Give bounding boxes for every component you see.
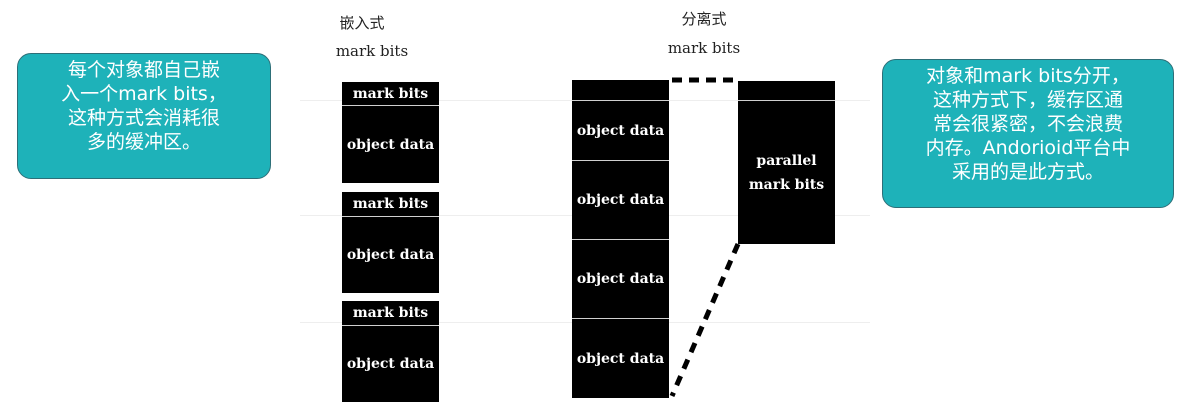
- separate-top-cap: [572, 80, 669, 100]
- parallel-top-cap: [738, 81, 835, 100]
- embedded-object-data-1: object data: [342, 105, 439, 183]
- left-note-callout: 每个对象都自己嵌 入一个mark bits， 这种方式会消耗很 多的缓冲区。: [17, 53, 271, 179]
- embedded-mark-bits-2: mark bits: [342, 192, 439, 216]
- bottom-connector: [669, 243, 741, 397]
- embedded-mark-bits-1: mark bits: [342, 82, 439, 105]
- embedded-subtitle: mark bits: [335, 42, 409, 60]
- embedded-mark-bits-3: mark bits: [342, 301, 439, 325]
- embedded-object-data-2: object data: [342, 216, 439, 293]
- separate-object-data-3: object data: [572, 239, 669, 318]
- embedded-title: 嵌入式: [339, 14, 385, 32]
- separate-title: 分离式: [681, 10, 727, 28]
- separate-subtitle: mark bits: [667, 39, 741, 57]
- separate-object-data-2: object data: [572, 160, 669, 239]
- parallel-mark-bits: parallel mark bits: [738, 100, 835, 244]
- separate-object-data-4: object data: [572, 318, 669, 398]
- right-note-callout: 对象和mark bits分开， 这种方式下，缓存区通 常会很紧密，不会浪费 内存…: [882, 59, 1174, 208]
- separate-object-data-1: object data: [572, 100, 669, 160]
- embedded-object-data-3: object data: [342, 325, 439, 402]
